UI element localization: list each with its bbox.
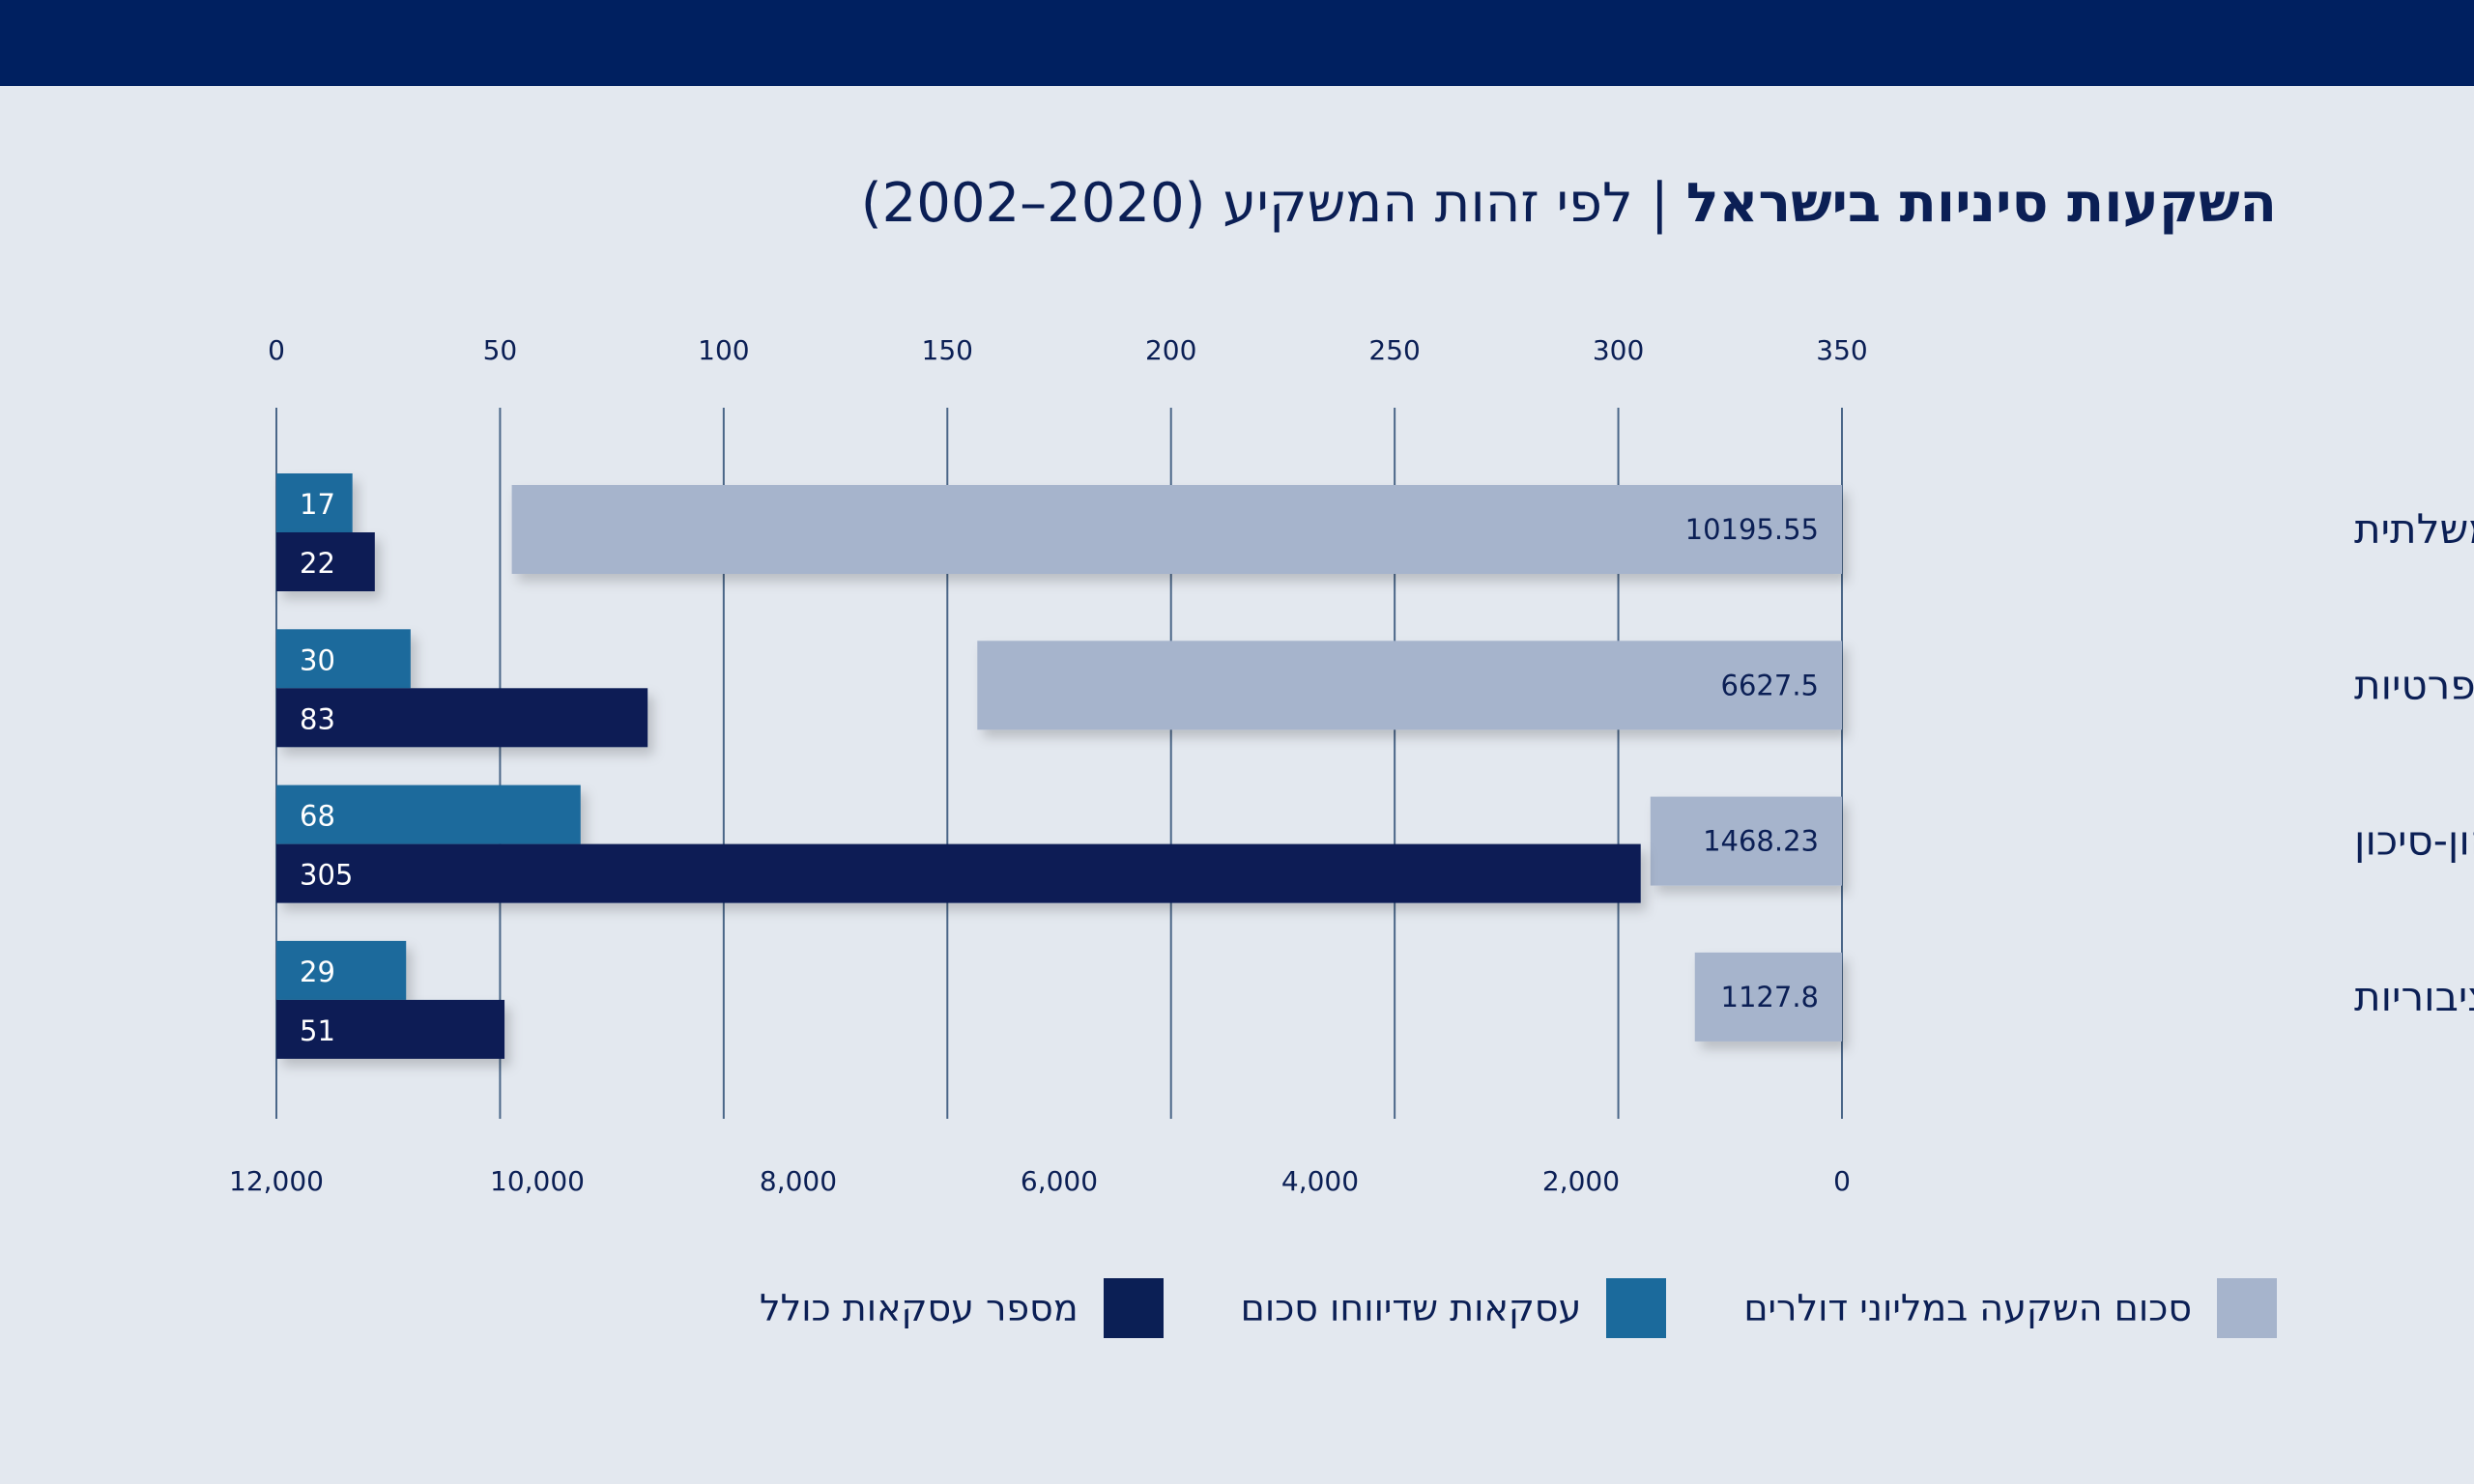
investment-value-label: 6627.5 <box>1721 669 1819 701</box>
reported-deals-value-label: 30 <box>300 643 335 676</box>
reported-deals-bar <box>276 785 581 844</box>
legend: סכום השקעה במליוני דולרים עסקאות שדיווחו … <box>682 1278 2277 1338</box>
category-label: חברות ציבוריות <box>2354 973 2474 1020</box>
bottom-axis-tick-label: 10,000 <box>490 1165 585 1197</box>
top-axis-tick-label: 100 <box>698 334 749 366</box>
investment-bar <box>977 641 1842 730</box>
top-axis-tick-label: 250 <box>1368 334 1420 366</box>
title-separator: | <box>1650 172 1669 235</box>
legend-item: מספר עסקאות כולל <box>760 1278 1164 1338</box>
title-main: השקעות סיניות בישראל <box>1685 172 2277 235</box>
category-label: חברות בבעלות ממשלתית <box>2354 505 2474 553</box>
investment-bars <box>511 485 1842 1042</box>
top-axis-tick-label: 50 <box>483 334 518 366</box>
investment-bar <box>511 485 1842 574</box>
total-deals-bar <box>276 843 1641 903</box>
reported-deals-bar <box>276 473 353 532</box>
top-axis-tick-label: 300 <box>1593 334 1644 366</box>
top-axis-tick-label: 0 <box>268 334 285 366</box>
top-axis-tick-label: 150 <box>922 334 973 366</box>
chart-title: השקעות סיניות בישראל | לפי זהות המשקיע (20… <box>861 172 2277 235</box>
bottom-axis-tick-label: 12,000 <box>229 1165 324 1197</box>
total-deals-value-label: 83 <box>300 702 335 735</box>
bottom-axis-tick-label: 8,000 <box>760 1165 837 1197</box>
reported-deals-bar <box>276 940 407 1000</box>
deal-bars <box>276 473 1641 1059</box>
investment-bar <box>1650 796 1842 886</box>
legend-label: סכום השקעה במליוני דולרים <box>1743 1287 2192 1329</box>
legend-swatch <box>1103 1278 1164 1338</box>
reported-deals-value-label: 17 <box>300 488 335 521</box>
category-label: קרנות הון-סיכון <box>2354 817 2474 865</box>
investment-value-label: 1127.8 <box>1721 981 1819 1013</box>
total-deals-value-label: 305 <box>300 859 353 892</box>
legend-label: עסקאות שדיווחו סכום <box>1240 1287 1582 1329</box>
total-deals-value-label: 22 <box>300 547 335 580</box>
bottom-axis-tick-label: 6,000 <box>1021 1165 1098 1197</box>
total-deals-value-label: 51 <box>300 1014 335 1047</box>
legend-swatch <box>1606 1278 1667 1338</box>
reported-deals-bar <box>276 629 411 689</box>
top-axis-tick-label: 200 <box>1145 334 1196 366</box>
total-deals-bar <box>276 532 375 591</box>
top-axis-tick-label: 350 <box>1816 334 1867 366</box>
top-banner <box>0 0 2474 86</box>
investment-value-label: 10195.55 <box>1685 513 1819 546</box>
legend-swatch <box>2217 1278 2277 1338</box>
reported-deals-value-label: 29 <box>300 956 335 988</box>
reported-deals-value-label: 68 <box>300 800 335 833</box>
legend-label: מספר עסקאות כולל <box>760 1287 1079 1329</box>
title-subtitle: לפי זהות המשקיע (2020–2002) <box>860 172 1633 235</box>
bottom-axis-tick-label: 4,000 <box>1281 1165 1359 1197</box>
legend-item: עסקאות שדיווחו סכום <box>1241 1278 1667 1338</box>
investment-bar <box>1694 952 1842 1042</box>
legend-item: סכום השקעה במליוני דולרים <box>1743 1278 2277 1338</box>
total-deals-bar <box>276 688 648 748</box>
investment-value-label: 1468.23 <box>1703 825 1819 858</box>
bottom-axis-tick-label: 0 <box>1833 1165 1851 1197</box>
total-deals-bar <box>276 999 505 1059</box>
bottom-axis-tick-label: 2,000 <box>1542 1165 1620 1197</box>
category-label: חברות פרטיות <box>2354 661 2474 708</box>
